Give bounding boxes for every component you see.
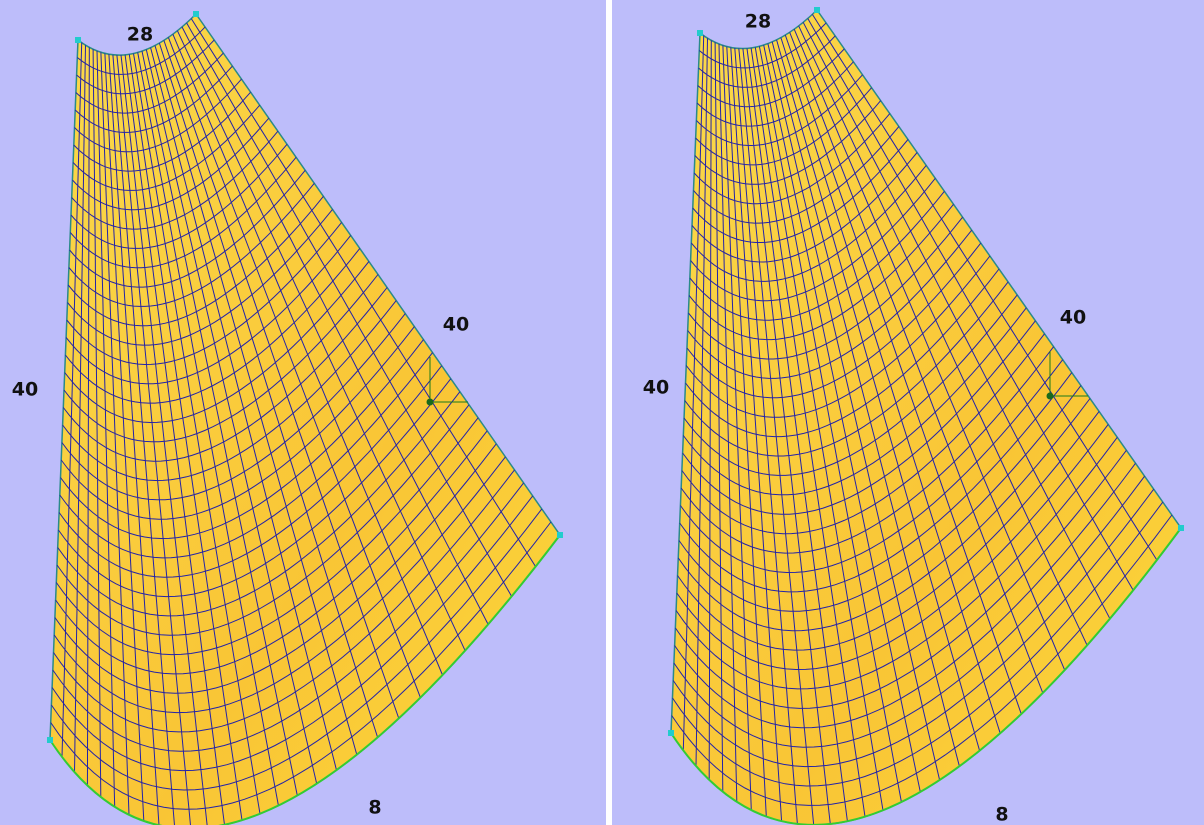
vertex xyxy=(697,30,703,36)
edge-label: 28 xyxy=(127,24,153,46)
vertex xyxy=(75,37,81,43)
edge-label: 40 xyxy=(643,377,669,399)
edge-label: 40 xyxy=(12,379,38,401)
vertex xyxy=(557,532,563,538)
vertex xyxy=(668,730,674,736)
vertex xyxy=(47,737,53,743)
vertex xyxy=(814,7,820,13)
edge-label: 40 xyxy=(1060,307,1086,329)
scene: 28 40 40 8 28 40 40 8 xyxy=(0,0,1204,825)
edge-label: 8 xyxy=(995,804,1008,825)
edge-label: 28 xyxy=(745,11,771,33)
page: 28404082840408 (() => { const data = JSO… xyxy=(0,0,1204,825)
axis-origin xyxy=(427,399,434,406)
edge-label: 40 xyxy=(443,314,469,336)
vertex xyxy=(193,11,199,17)
vertex xyxy=(1178,525,1184,531)
edge-label: 8 xyxy=(368,797,381,819)
axis-origin xyxy=(1047,393,1054,400)
